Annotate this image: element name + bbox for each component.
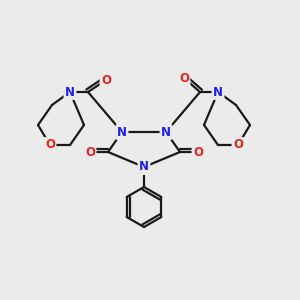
Text: O: O (179, 71, 189, 85)
Text: O: O (233, 139, 243, 152)
Text: O: O (193, 146, 203, 158)
Text: N: N (213, 85, 223, 98)
Text: N: N (65, 85, 75, 98)
Text: N: N (117, 125, 127, 139)
Text: O: O (101, 74, 111, 86)
Text: O: O (85, 146, 95, 158)
Text: O: O (45, 139, 55, 152)
Text: N: N (161, 125, 171, 139)
Text: N: N (139, 160, 149, 173)
